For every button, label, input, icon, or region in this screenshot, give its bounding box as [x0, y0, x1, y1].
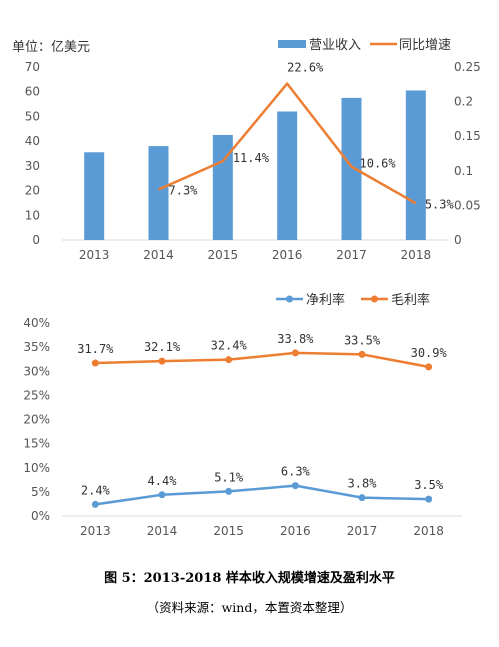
- growth-data-label: 22.6%: [287, 61, 324, 75]
- left-axis-tick-label: 20: [25, 184, 40, 198]
- net-margin-data-label: 3.5%: [414, 478, 444, 492]
- y-axis-tick-label: 0%: [31, 509, 50, 523]
- right-axis-tick-label: 0.15: [454, 129, 481, 143]
- legend-net-margin-marker: [286, 295, 293, 303]
- margin-chart: 0% 5% 10% 15% 20% 25% 30% 35% 40% 2.4% 4.4% 5.1% 6.3…: [23, 292, 462, 538]
- right-axis-tick-label: 0: [454, 233, 462, 247]
- legend-gross-margin-label: 毛利率: [391, 292, 430, 308]
- gross-margin-data-label: 32.4%: [211, 339, 248, 353]
- gross-margin-point: [291, 349, 299, 357]
- y-axis-tick-label: 10%: [23, 461, 50, 475]
- net-margin-point: [358, 494, 366, 502]
- gross-margin-point: [358, 350, 366, 358]
- net-margin-point: [158, 491, 166, 499]
- gross-margin-point: [158, 357, 166, 365]
- net-margin-point: [291, 482, 299, 490]
- x-tick-label: 2014: [143, 248, 174, 262]
- net-margin-point: [91, 500, 99, 508]
- left-axis-tick-label: 10: [25, 208, 40, 222]
- net-margin-point: [425, 495, 433, 503]
- left-axis-tick-label: 70: [25, 60, 40, 74]
- x-tick-label: 2016: [280, 524, 311, 538]
- left-axis-tick-label: 0: [32, 233, 40, 247]
- net-margin-point: [225, 487, 233, 495]
- net-margin-data-label: 4.4%: [148, 474, 178, 488]
- x-tick-label: 2018: [413, 524, 444, 538]
- bar-2017: [341, 97, 362, 241]
- right-axis-tick-label: 0.25: [454, 60, 481, 74]
- gross-margin-point: [225, 356, 233, 364]
- y-axis-tick-label: 35%: [23, 340, 50, 354]
- legend-revenue-label: 营业收入: [309, 38, 361, 53]
- left-axis-tick-label: 40: [25, 134, 40, 148]
- x-tick-label: 2015: [213, 524, 244, 538]
- net-margin-data-label: 5.1%: [214, 470, 244, 484]
- x-tick-label: 2015: [208, 248, 239, 262]
- x-tick-label: 2018: [401, 248, 432, 262]
- right-axis-tick-label: 0.1: [454, 164, 473, 178]
- bar-2013: [84, 152, 105, 240]
- x-tick-label: 2017: [336, 248, 367, 262]
- net-margin-data-label: 6.3%: [281, 465, 311, 479]
- growth-data-label: 7.3%: [169, 183, 199, 197]
- gross-margin-data-label: 33.8%: [277, 332, 314, 346]
- bar-2018: [405, 90, 426, 240]
- net-margin-line: [95, 484, 429, 506]
- right-axis-tick-label: 0.05: [454, 198, 481, 212]
- gross-margin-data-label: 31.7%: [77, 342, 114, 356]
- unit-label: 单位：亿美元: [12, 40, 90, 55]
- x-tick-label: 2013: [79, 248, 110, 262]
- revenue-growth-chart: 单位：亿美元 0 10 20 30 40 50 60 70 0 0.05 0.1 0.15 0.2 0.25…: [12, 38, 481, 262]
- legend-net-margin-label: 净利率: [306, 292, 345, 308]
- net-margin-data-label: 3.8%: [348, 477, 378, 491]
- x-tick-label: 2017: [347, 524, 378, 538]
- y-axis-tick-label: 25%: [23, 388, 50, 402]
- figure-source: （资料来源：wind，本置资本整理）: [147, 600, 353, 615]
- y-axis-tick-label: 15%: [23, 437, 50, 451]
- left-axis-tick-label: 50: [25, 109, 40, 123]
- y-axis-tick-label: 30%: [23, 364, 50, 378]
- left-axis-tick-label: 30: [25, 159, 40, 173]
- bar-2014: [148, 146, 169, 240]
- x-tick-label: 2016: [272, 248, 303, 262]
- left-axis-tick-label: 60: [25, 85, 40, 99]
- y-axis-tick-label: 5%: [31, 485, 50, 499]
- legend-gross-margin-marker: [371, 295, 378, 303]
- net-margin-data-label: 2.4%: [81, 483, 111, 497]
- legend-revenue-swatch: [278, 40, 306, 48]
- y-axis-tick-label: 20%: [23, 413, 50, 427]
- gross-margin-data-label: 30.9%: [411, 346, 448, 360]
- gross-margin-data-label: 32.1%: [144, 340, 181, 354]
- right-axis-tick-label: 0.2: [454, 95, 473, 109]
- y-axis-tick-label: 40%: [23, 316, 50, 330]
- gross-margin-point: [425, 363, 433, 371]
- x-tick-label: 2013: [80, 524, 111, 538]
- gross-margin-line: [95, 351, 429, 369]
- bar-2016: [277, 111, 298, 240]
- growth-line: [157, 82, 417, 205]
- growth-data-label: 11.4%: [233, 151, 270, 165]
- growth-data-label: 10.6%: [360, 157, 397, 171]
- bar-2015: [212, 134, 233, 240]
- figure-caption: 图 5：2013-2018 样本收入规模增速及盈利水平: [104, 570, 395, 586]
- legend-growth-label: 同比增速: [399, 38, 451, 53]
- x-tick-label: 2014: [147, 524, 178, 538]
- growth-data-label: 5.3%: [425, 197, 455, 211]
- gross-margin-data-label: 33.5%: [344, 333, 381, 347]
- gross-margin-point: [91, 359, 99, 367]
